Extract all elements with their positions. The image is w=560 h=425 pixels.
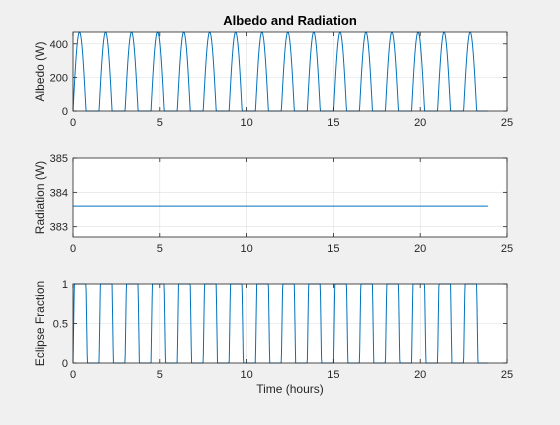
- x-tick-label: 15: [327, 369, 339, 381]
- x-tick-label: 15: [327, 243, 339, 255]
- y-tick-label: 200: [50, 72, 68, 84]
- x-tick-label: 15: [327, 117, 339, 129]
- x-tick-label: 20: [414, 117, 426, 129]
- x-tick-label: 0: [70, 243, 76, 255]
- x-tick-label: 25: [501, 243, 513, 255]
- plot-area: [73, 158, 507, 237]
- x-tick-label: 10: [240, 117, 252, 129]
- y-tick-label: 385: [50, 153, 68, 165]
- x-tick-label: 5: [157, 369, 163, 381]
- x-tick-label: 20: [414, 369, 426, 381]
- eclipse-axes: 0 5 10 15 20 25 0 0.5 1 Eclipse Fraction Time (hou…: [33, 279, 513, 396]
- y-axis-label: Radiation (W): [33, 161, 47, 234]
- x-tick-label: 10: [240, 243, 252, 255]
- y-tick-label: 0: [62, 358, 68, 370]
- y-tick-label: 1: [62, 279, 68, 291]
- axes-box: [72, 157, 508, 238]
- axes-box: [72, 31, 508, 112]
- x-tick-label: 25: [501, 369, 513, 381]
- x-tick-label: 10: [240, 369, 252, 381]
- y-tick-label: 0.5: [53, 319, 68, 331]
- x-tick-label: 5: [157, 117, 163, 129]
- chart-title: Albedo and Radiation: [223, 13, 357, 28]
- x-axis-label: Time (hours): [256, 382, 324, 396]
- x-tick-label: 25: [501, 117, 513, 129]
- y-tick-label: 383: [50, 222, 68, 234]
- y-tick-label: 0: [62, 106, 68, 118]
- y-tick-label: 384: [50, 187, 68, 199]
- x-tick-label: 5: [157, 243, 163, 255]
- x-tick-label: 0: [70, 369, 76, 381]
- y-tick-label: 400: [50, 39, 68, 51]
- x-tick-label: 20: [414, 243, 426, 255]
- y-axis-label: Eclipse Fraction: [33, 281, 47, 366]
- y-axis-label: Albedo (W): [33, 41, 47, 101]
- x-tick-label: 0: [70, 117, 76, 129]
